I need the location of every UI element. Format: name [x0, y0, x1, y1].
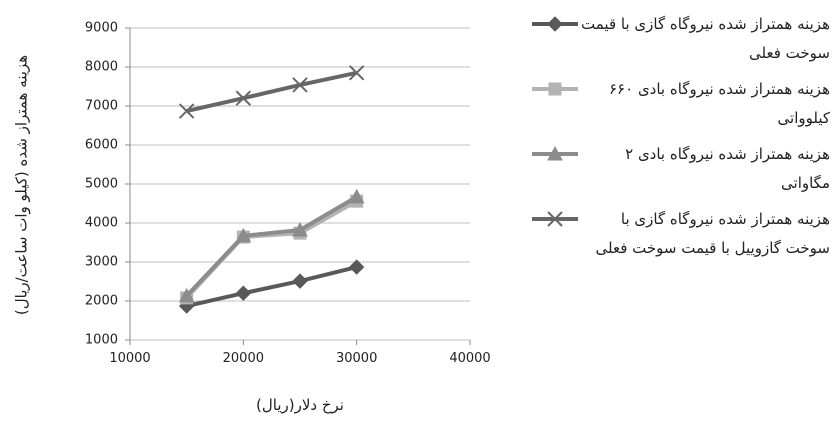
- marker: [549, 83, 561, 95]
- y-tick-label: 2000: [85, 294, 118, 309]
- legend: هزینه همتراز شده نیروگاه گازی با قیمت سو…: [530, 10, 830, 270]
- legend-marker: [530, 79, 580, 99]
- x-tick-label: 40000: [449, 351, 490, 366]
- legend-marker: [530, 144, 580, 164]
- legend-label: هزینه همتراز شده نیروگاه گازی با قیمت سو…: [581, 15, 830, 62]
- series-line: [187, 201, 357, 298]
- x-axis-label: نرخ دلار(ریال): [256, 396, 344, 414]
- legend-label: هزینه همتراز شده نیروگاه بادی ۶۶۰ کیلووا…: [609, 80, 830, 127]
- x-tick-label: 10000: [109, 351, 150, 366]
- marker: [548, 17, 562, 31]
- page: {"chart_data":{"type":"line","y_label":"…: [0, 0, 839, 432]
- legend-entry: هزینه همتراز شده نیروگاه بادی ۶۶۰ کیلووا…: [530, 75, 830, 133]
- y-axis-label: هزینه همتراز شده (کیلو وات ساعت/ریال): [13, 55, 31, 315]
- chart: هزینه همتراز شده (کیلو وات ساعت/ریال) نر…: [0, 0, 530, 432]
- legend-entry: هزینه همتراز شده نیروگاه گازی با قیمت سو…: [530, 10, 830, 68]
- x-tick-label: 30000: [336, 351, 377, 366]
- legend-label: هزینه همتراز شده نیروگاه بادی ۲ مگاواتی: [625, 145, 830, 192]
- y-tick-label: 5000: [85, 177, 118, 192]
- marker: [293, 274, 307, 288]
- y-tick-label: 6000: [85, 138, 118, 153]
- legend-marker: [530, 209, 580, 229]
- series-line: [187, 73, 357, 111]
- legend-entry: هزینه همتراز شده نیروگاه گازی با سوخت گا…: [530, 205, 830, 263]
- y-tick-label: 4000: [85, 216, 118, 231]
- y-tick-label: 7000: [85, 99, 118, 114]
- x-tick-label: 20000: [223, 351, 264, 366]
- legend-label: هزینه همتراز شده نیروگاه گازی با سوخت گا…: [596, 210, 830, 257]
- y-tick-label: 1000: [85, 333, 118, 348]
- legend-marker: [530, 14, 580, 34]
- y-tick-label: 9000: [85, 21, 118, 36]
- marker: [236, 286, 250, 300]
- series-line: [187, 197, 357, 296]
- legend-entry: هزینه همتراز شده نیروگاه بادی ۲ مگاواتی: [530, 140, 830, 198]
- y-tick-label: 3000: [85, 255, 118, 270]
- y-tick-label: 8000: [85, 60, 118, 75]
